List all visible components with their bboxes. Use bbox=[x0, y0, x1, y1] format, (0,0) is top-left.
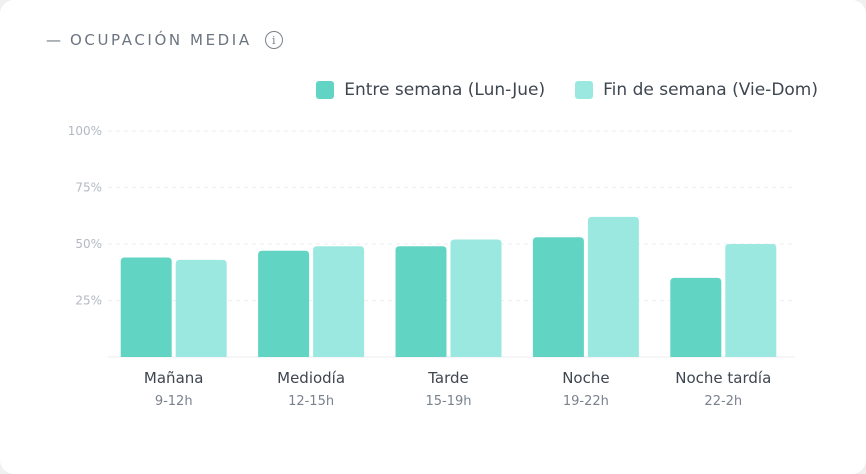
legend-swatch-weekday bbox=[316, 81, 335, 99]
bar-weekday[interactable] bbox=[395, 246, 447, 357]
y-tick-label: 25% bbox=[75, 294, 102, 308]
x-subcategory-label: 15-19h bbox=[425, 394, 471, 409]
bar-weekend[interactable] bbox=[175, 259, 227, 357]
bar-weekday[interactable] bbox=[532, 237, 584, 357]
bar-weekend[interactable] bbox=[450, 239, 502, 357]
x-category-label: Mañana bbox=[144, 369, 204, 387]
x-category-label: Mediodía bbox=[277, 369, 345, 387]
legend-item-weekday[interactable]: Entre semana (Lun-Jue) bbox=[316, 80, 545, 100]
x-subcategory-label: 9-12h bbox=[155, 394, 193, 409]
legend-label-weekday: Entre semana (Lun-Jue) bbox=[344, 80, 546, 100]
x-category-label: Noche tardía bbox=[675, 369, 771, 387]
info-icon[interactable]: i bbox=[264, 31, 283, 49]
x-subcategory-label: 19-22h bbox=[563, 394, 609, 409]
legend-item-weekend[interactable]: Fin de semana (Vie-Dom) bbox=[575, 80, 818, 100]
bar-weekend[interactable] bbox=[725, 244, 777, 357]
card-header: — OCUPACIÓN MEDIA i bbox=[46, 31, 283, 49]
y-tick-label: 100% bbox=[68, 124, 102, 138]
bar-weekend[interactable] bbox=[313, 246, 365, 357]
y-tick-label: 75% bbox=[75, 181, 102, 195]
x-category-label: Tarde bbox=[427, 369, 469, 387]
bar-weekend[interactable] bbox=[587, 216, 639, 357]
x-subcategory-label: 12-15h bbox=[288, 394, 334, 409]
bar-weekday[interactable] bbox=[120, 257, 172, 357]
chart-legend: Entre semana (Lun-Jue) Fin de semana (Vi… bbox=[316, 80, 818, 100]
bar-weekday[interactable] bbox=[258, 250, 310, 357]
bar-weekday[interactable] bbox=[670, 277, 722, 357]
y-tick-label: 50% bbox=[75, 237, 102, 251]
x-subcategory-label: 22-2h bbox=[704, 394, 742, 409]
header-dash: — bbox=[46, 31, 61, 49]
legend-swatch-weekend bbox=[575, 81, 594, 99]
legend-label-weekend: Fin de semana (Vie-Dom) bbox=[603, 80, 818, 100]
card-title: OCUPACIÓN MEDIA bbox=[70, 31, 252, 49]
x-category-label: Noche bbox=[562, 369, 609, 387]
